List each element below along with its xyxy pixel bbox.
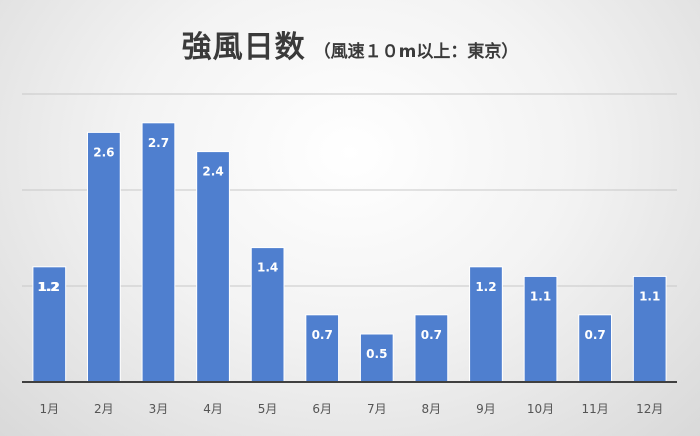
- category-label-2: 2月: [94, 402, 114, 416]
- category-label-6: 6月: [312, 402, 332, 416]
- bar-value-label-4: 2.4: [202, 165, 223, 179]
- bar-value-label-2: 2.6: [93, 145, 114, 159]
- bar-1: [32, 266, 67, 383]
- category-label-3: 3月: [149, 402, 169, 416]
- gridlines: [22, 93, 677, 287]
- bar-value-label-8: 0.7: [421, 328, 442, 342]
- bar-value-label-5: 1.4: [257, 261, 278, 275]
- bar-2: [87, 131, 121, 383]
- y-tick-label-1: 1.2: [37, 280, 58, 294]
- bar-value-label-12: 1.1: [639, 289, 660, 303]
- category-label-8: 8月: [422, 402, 442, 416]
- y-tick-labels: 1.2: [37, 280, 58, 294]
- bar-4: [196, 151, 230, 383]
- bar-7: [359, 333, 394, 383]
- bar-value-label-7: 0.5: [366, 347, 387, 361]
- category-label-1: 1月: [39, 402, 59, 416]
- category-label-7: 7月: [367, 402, 387, 416]
- bar-value-label-1: 1.2: [39, 280, 60, 294]
- bar-9: [469, 266, 503, 383]
- bar-6: [305, 314, 340, 383]
- bar-3: [141, 122, 176, 383]
- category-labels: 1月 2月 3月 4月 5月 6月 7月 8月 9月 10月 11月 12月: [39, 402, 663, 416]
- bar-12: [632, 275, 667, 383]
- bar-value-label-3: 2.7: [148, 136, 169, 150]
- bar-value-label-9: 1.2: [475, 280, 496, 294]
- category-label-9: 9月: [476, 402, 496, 416]
- category-label-10: 10月: [527, 402, 554, 416]
- category-label-11: 11月: [581, 402, 608, 416]
- bar-8: [414, 314, 449, 383]
- bar-value-label-11: 0.7: [584, 328, 605, 342]
- chart-subtitle: （風速１０m以上：東京）: [313, 42, 519, 62]
- bar-5: [250, 247, 285, 383]
- bars: 1.2 2.6 2.7 2.4 1.4 0.7 0.5 0.7 1.2 1.1 0.7 1.1: [32, 122, 667, 383]
- category-label-4: 4月: [203, 402, 223, 416]
- category-label-12: 12月: [636, 402, 663, 416]
- bar-value-label-6: 0.7: [312, 328, 333, 342]
- bar-10: [523, 275, 558, 383]
- chart-title-block: 強風日数 （風速１０m以上：東京）: [0, 22, 700, 66]
- bar-value-label-10: 1.1: [530, 289, 551, 303]
- bar-11: [578, 314, 612, 383]
- chart-title: 強風日数: [181, 30, 306, 65]
- category-label-5: 5月: [258, 402, 278, 416]
